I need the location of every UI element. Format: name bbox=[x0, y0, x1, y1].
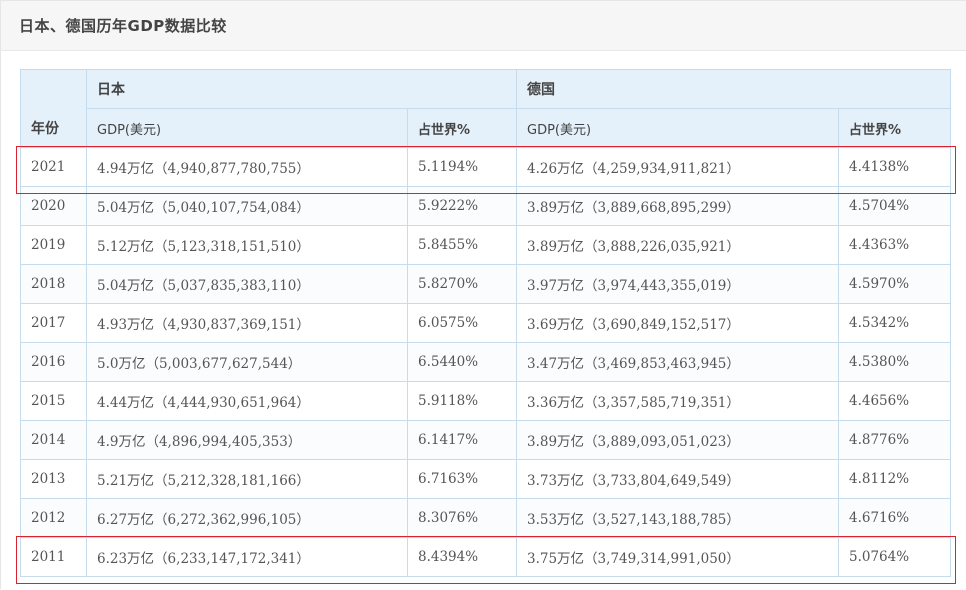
japan-share-header: 占世界% bbox=[407, 108, 517, 148]
japan-gdp-cell: 4.9万亿（4,896,994,405,353） bbox=[86, 420, 408, 460]
japan-share-cell: 6.1417% bbox=[407, 420, 517, 460]
japan-gdp-header: GDP(美元) bbox=[86, 108, 408, 148]
year-cell: 2013 bbox=[20, 459, 87, 499]
japan-gdp-cell: 4.44万亿（4,444,930,651,964） bbox=[86, 381, 408, 421]
germany-share-cell: 4.5342% bbox=[838, 303, 951, 343]
japan-gdp-cell: 4.93万亿（4,930,837,369,151） bbox=[86, 303, 408, 343]
germany-share-cell: 4.4138% bbox=[838, 147, 951, 187]
year-cell: 2020 bbox=[20, 186, 87, 226]
table-row: 2019 5.12万亿（5,123,318,151,510） 5.8455% 3.89… bbox=[20, 225, 951, 265]
germany-share-cell: 4.5704% bbox=[838, 186, 951, 226]
table-row: 2013 5.21万亿（5,212,328,181,166） 6.7163% 3.73… bbox=[20, 459, 951, 499]
germany-share-header: 占世界% bbox=[838, 108, 951, 148]
japan-share-cell: 5.1194% bbox=[407, 147, 517, 187]
germany-gdp-cell: 3.47万亿（3,469,853,463,945） bbox=[516, 342, 839, 382]
table-row: 2018 5.04万亿（5,037,835,383,110） 5.8270% 3.97… bbox=[20, 264, 951, 304]
germany-gdp-cell: 3.97万亿（3,974,443,355,019） bbox=[516, 264, 839, 304]
japan-share-cell: 6.7163% bbox=[407, 459, 517, 499]
japan-gdp-cell: 5.0万亿（5,003,677,627,544） bbox=[86, 342, 408, 382]
germany-group-header: 德国 bbox=[516, 69, 951, 109]
year-cell: 2014 bbox=[20, 420, 87, 460]
table-row: 2015 4.44万亿（4,444,930,651,964） 5.9118% 3.36… bbox=[20, 381, 951, 421]
germany-share-cell: 4.4656% bbox=[838, 381, 951, 421]
germany-share-cell: 4.4363% bbox=[838, 225, 951, 265]
germany-gdp-cell: 3.89万亿（3,889,668,895,299） bbox=[516, 186, 839, 226]
table-row: 2016 5.0万亿（5,003,677,627,544） 6.5440% 3.47万… bbox=[20, 342, 951, 382]
japan-share-cell: 6.0575% bbox=[407, 303, 517, 343]
table-row: 2021 4.94万亿（4,940,877,780,755） 5.1194% 4.26… bbox=[20, 147, 951, 187]
germany-gdp-cell: 3.53万亿（3,527,143,188,785） bbox=[516, 498, 839, 538]
japan-gdp-cell: 4.94万亿（4,940,877,780,755） bbox=[86, 147, 408, 187]
japan-gdp-cell: 6.27万亿（6,272,362,996,105） bbox=[86, 498, 408, 538]
japan-group-header: 日本 bbox=[86, 69, 517, 109]
japan-share-cell: 5.9222% bbox=[407, 186, 517, 226]
year-cell: 2017 bbox=[20, 303, 87, 343]
card-header: 日本、德国历年GDP数据比较 bbox=[1, 1, 966, 51]
year-cell: 2021 bbox=[20, 147, 87, 187]
japan-share-cell: 8.3076% bbox=[407, 498, 517, 538]
year-cell: 2015 bbox=[20, 381, 87, 421]
table-row: 2014 4.9万亿（4,896,994,405,353） 6.1417% 3.89万… bbox=[20, 420, 951, 460]
table-row: 2017 4.93万亿（4,930,837,369,151） 6.0575% 3.69… bbox=[20, 303, 951, 343]
germany-gdp-cell: 3.89万亿（3,888,226,035,921） bbox=[516, 225, 839, 265]
page-bottom-edge bbox=[1, 584, 966, 590]
germany-share-cell: 4.8776% bbox=[838, 420, 951, 460]
germany-share-cell: 4.8112% bbox=[838, 459, 951, 499]
year-column-header: 年份 bbox=[20, 69, 87, 148]
year-cell: 2011 bbox=[20, 537, 87, 577]
japan-gdp-cell: 5.04万亿（5,040,107,754,084） bbox=[86, 186, 408, 226]
japan-gdp-cell: 6.23万亿（6,233,147,172,341） bbox=[86, 537, 408, 577]
table-header-row-countries: 年份 日本 德国 bbox=[20, 69, 951, 148]
germany-gdp-header: GDP(美元) bbox=[516, 108, 839, 148]
gdp-comparison-table: 年份 日本 德国 GDP(美元) 占世界% GDP(美元) 占世界% 2021 4… bbox=[20, 69, 951, 577]
japan-share-cell: 6.5440% bbox=[407, 342, 517, 382]
japan-share-cell: 5.8270% bbox=[407, 264, 517, 304]
year-cell: 2016 bbox=[20, 342, 87, 382]
japan-gdp-cell: 5.21万亿（5,212,328,181,166） bbox=[86, 459, 408, 499]
germany-share-cell: 4.5970% bbox=[838, 264, 951, 304]
germany-gdp-cell: 3.36万亿（3,357,585,719,351） bbox=[516, 381, 839, 421]
germany-share-cell: 4.6716% bbox=[838, 498, 951, 538]
germany-gdp-cell: 4.26万亿（4,259,934,911,821） bbox=[516, 147, 839, 187]
germany-gdp-cell: 3.89万亿（3,889,093,051,023） bbox=[516, 420, 839, 460]
year-cell: 2018 bbox=[20, 264, 87, 304]
germany-gdp-cell: 3.73万亿（3,733,804,649,549） bbox=[516, 459, 839, 499]
japan-share-cell: 5.9118% bbox=[407, 381, 517, 421]
table-row: 2012 6.27万亿（6,272,362,996,105） 8.3076% 3.53… bbox=[20, 498, 951, 538]
year-cell: 2012 bbox=[20, 498, 87, 538]
table-body: 2021 4.94万亿（4,940,877,780,755） 5.1194% 4.26… bbox=[20, 147, 951, 577]
japan-share-cell: 8.4394% bbox=[407, 537, 517, 577]
germany-share-cell: 4.5380% bbox=[838, 342, 951, 382]
table-row: 2011 6.23万亿（6,233,147,172,341） 8.4394% 3.75… bbox=[20, 537, 951, 577]
japan-share-cell: 5.8455% bbox=[407, 225, 517, 265]
year-cell: 2019 bbox=[20, 225, 87, 265]
card-title: 日本、德国历年GDP数据比较 bbox=[19, 17, 227, 35]
japan-gdp-cell: 5.12万亿（5,123,318,151,510） bbox=[86, 225, 408, 265]
germany-gdp-cell: 3.75万亿（3,749,314,991,050） bbox=[516, 537, 839, 577]
table-row: 2020 5.04万亿（5,040,107,754,084） 5.9222% 3.89… bbox=[20, 186, 951, 226]
germany-gdp-cell: 3.69万亿（3,690,849,152,517） bbox=[516, 303, 839, 343]
table-header-row-metrics: GDP(美元) 占世界% GDP(美元) 占世界% bbox=[21, 108, 951, 148]
japan-gdp-cell: 5.04万亿（5,037,835,383,110） bbox=[86, 264, 408, 304]
germany-share-cell: 5.0764% bbox=[838, 537, 951, 577]
